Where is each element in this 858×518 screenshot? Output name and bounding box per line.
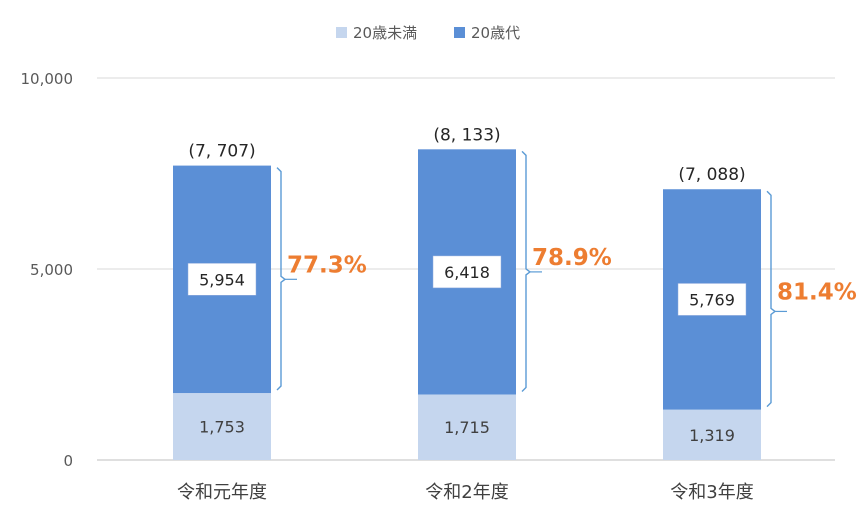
legend-label: 20歳未満 (353, 24, 417, 42)
x-axis: 令和元年度 令和2年度 令和3年度 (177, 482, 754, 503)
bar-under20 (173, 393, 271, 460)
bar-under20 (663, 409, 761, 460)
bar-total-label: (8, 133) (433, 125, 500, 145)
bar-under20-value-label: 1,319 (689, 426, 735, 445)
y-tick-label: 5,000 (30, 261, 73, 279)
share-brackets: 77.3% 78.9% 81.4% (276, 150, 857, 408)
x-category-label: 令和3年度 (670, 482, 753, 503)
legend: 20歳未満 20歳代 (336, 24, 520, 42)
bar-under20-value-label: 1,753 (199, 418, 245, 437)
x-category-label: 令和元年度 (177, 482, 267, 503)
bar-twenties-value-label: 6,418 (444, 263, 490, 282)
bar-twenties-label-box (187, 263, 257, 296)
y-axis: 0 5,000 10,000 (21, 70, 74, 470)
bar-twenties-label-box (677, 283, 747, 316)
legend-swatch (336, 27, 347, 38)
bar-total-label: (7, 707) (188, 142, 255, 162)
bar-twenties-label-box (432, 255, 502, 289)
share-bracket (276, 167, 287, 391)
x-category-label: 令和2年度 (425, 482, 508, 503)
legend-swatch (454, 27, 465, 38)
share-percent-label: 78.9% (532, 245, 612, 271)
bar-twenties-value-label: 5,954 (199, 270, 245, 289)
share-percent-label: 77.3% (287, 252, 367, 278)
share-bracket (521, 150, 532, 392)
y-tick-label: 10,000 (21, 70, 74, 88)
y-tick-label: 0 (63, 452, 73, 470)
bars: 1,753 5,954 (7, 707) 1,715 6,418 (8, 133) 1,31… (173, 125, 761, 460)
share-percent-label: 81.4% (777, 279, 857, 305)
bar-total-label: (7, 088) (678, 165, 745, 185)
bar-twenties-value-label: 5,769 (689, 290, 735, 309)
legend-label: 20歳代 (471, 24, 520, 42)
share-bracket (766, 190, 777, 408)
bar-under20 (418, 394, 516, 460)
bar-under20-value-label: 1,715 (444, 418, 490, 437)
